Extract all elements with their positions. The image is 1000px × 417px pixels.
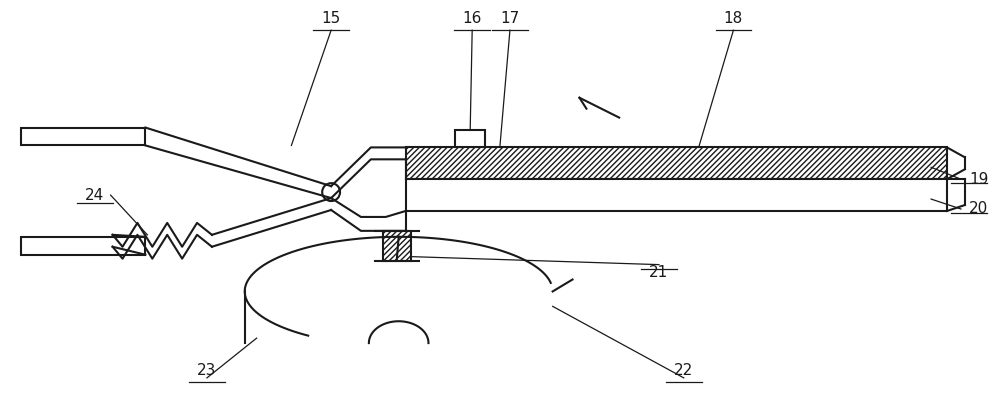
Bar bbox=[21, 128, 145, 146]
Bar bbox=[21, 237, 145, 255]
Bar bbox=[406, 148, 947, 179]
Text: 17: 17 bbox=[500, 11, 520, 26]
Text: 21: 21 bbox=[649, 265, 669, 280]
Text: 19: 19 bbox=[969, 172, 988, 187]
Text: 23: 23 bbox=[197, 363, 217, 378]
Text: 24: 24 bbox=[85, 188, 104, 203]
Text: 22: 22 bbox=[674, 363, 693, 378]
Bar bbox=[406, 179, 947, 211]
Bar bbox=[383, 231, 411, 261]
Bar bbox=[455, 130, 485, 148]
Text: 20: 20 bbox=[969, 201, 988, 216]
Text: 15: 15 bbox=[322, 11, 341, 26]
Text: 16: 16 bbox=[462, 11, 482, 26]
Text: 18: 18 bbox=[724, 11, 743, 26]
